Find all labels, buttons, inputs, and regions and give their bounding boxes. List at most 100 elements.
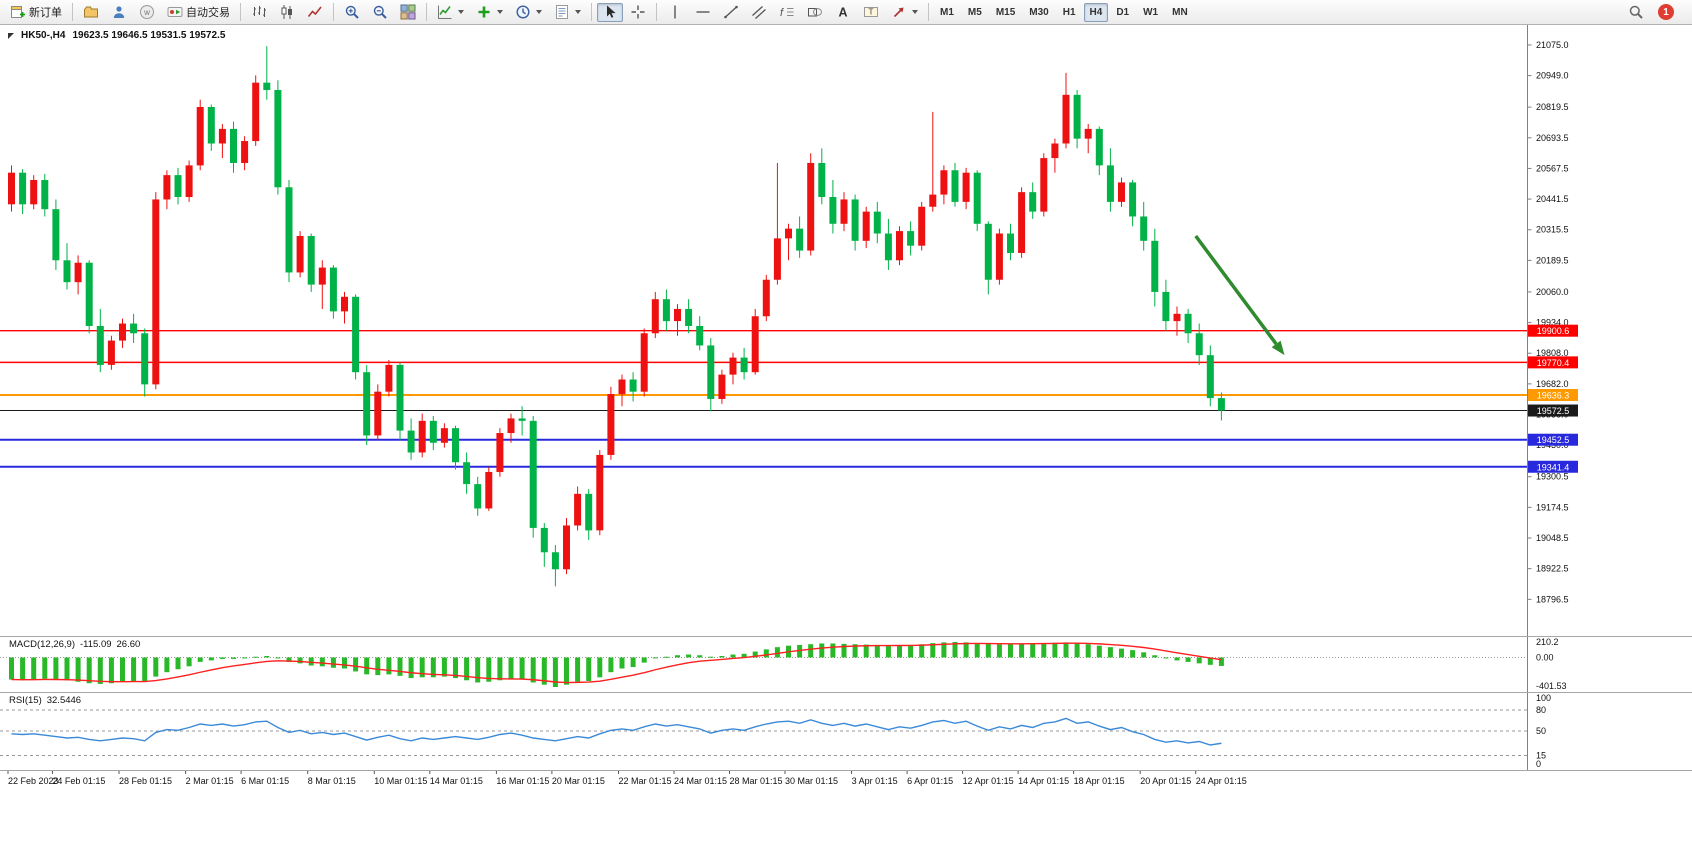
market-watch-icon [111, 4, 127, 20]
toolbar-separator [591, 3, 592, 21]
time-axis-label: 28 Mar 01:15 [730, 776, 783, 786]
price-axis-tick: 20189.5 [1536, 255, 1569, 265]
price-axis-tick: 20060.0 [1536, 287, 1569, 297]
channel-button[interactable] [746, 3, 772, 22]
time-axis-label: 2 Mar 01:15 [186, 776, 234, 786]
community-icon: w [139, 4, 155, 20]
time-axis-label: 16 Mar 01:15 [496, 776, 549, 786]
add-indicator-button[interactable] [471, 3, 508, 22]
new-order-button[interactable]: 新订单 [5, 3, 67, 22]
cursor-button[interactable] [597, 2, 623, 22]
panel-separator-time[interactable] [0, 770, 1692, 771]
line-chart-button[interactable] [302, 3, 328, 22]
svg-text:T: T [868, 7, 873, 17]
bar-chart-button[interactable] [246, 3, 272, 22]
trendline-button[interactable] [718, 3, 744, 22]
price-axis-tick: 19300.5 [1536, 472, 1569, 482]
periods-icon [515, 4, 531, 20]
timeframe-m5-label: M5 [967, 6, 982, 18]
trend-arrow-head[interactable] [1271, 340, 1285, 356]
add-indicator-button-caret[interactable] [497, 10, 503, 14]
quick-trade-arrow-icon[interactable] [8, 32, 14, 39]
svg-text:19770.4: 19770.4 [1537, 358, 1570, 368]
macd-value-signal: 26.60 [116, 639, 141, 650]
rsi-panel[interactable]: 100 80 50 150 [0, 693, 1692, 770]
candlestick-button[interactable] [274, 3, 300, 22]
time-axis-label: 14 Mar 01:15 [430, 776, 483, 786]
text-button[interactable]: A [830, 3, 856, 22]
price-axis-tick: 19808.0 [1536, 348, 1569, 358]
panel-separator-rsi[interactable] [0, 692, 1692, 693]
toolbar-separator [656, 3, 657, 21]
macd-value-main: -115.09 [80, 639, 112, 650]
svg-text:19341.4: 19341.4 [1537, 462, 1570, 472]
timeframe-m30-label: M30 [1029, 6, 1049, 18]
macd-axis-tick: 210.2 [1536, 637, 1559, 647]
price-axis-tick: 18922.5 [1536, 564, 1569, 574]
timeframe-w1-label: W1 [1143, 6, 1159, 18]
vertical-line-button[interactable] [662, 3, 688, 22]
periods-button[interactable] [510, 3, 547, 22]
timeframe-m15[interactable]: M15 [990, 3, 1021, 22]
shapes-icon [807, 4, 823, 20]
templates-button-caret[interactable] [575, 10, 581, 14]
auto-trading-button-label: 自动交易 [186, 7, 230, 19]
zoom-out-button[interactable] [367, 3, 393, 22]
arrows-button-caret[interactable] [912, 10, 918, 14]
main-chart[interactable]: 21075.0 20949.0 20819.5 20693.5 20567.5 20441… [0, 25, 1692, 636]
time-axis-label: 24 Apr 01:15 [1196, 776, 1247, 786]
timeframe-w1[interactable]: W1 [1137, 3, 1164, 22]
price-axis-tick: 20949.0 [1536, 71, 1569, 81]
timeframe-h1[interactable]: H1 [1057, 3, 1082, 22]
zoom-out-icon [372, 4, 388, 20]
fibonacci-button[interactable]: f [774, 3, 800, 22]
candlestick-icon [279, 4, 295, 20]
time-axis-label: 6 Mar 01:15 [241, 776, 289, 786]
indicators-button[interactable] [432, 3, 469, 22]
price-axis-tick: 19174.5 [1536, 502, 1569, 512]
time-axis-label: 28 Feb 01:15 [119, 776, 172, 786]
label-button[interactable]: T [858, 3, 884, 22]
notification-badge[interactable]: 1 [1658, 4, 1674, 20]
svg-text:w: w [143, 8, 150, 17]
macd-axis-tick: -401.53 [1536, 681, 1567, 691]
tile-windows-button[interactable] [395, 3, 421, 22]
timeframe-d1[interactable]: D1 [1110, 3, 1135, 22]
rsi-axis-tick: 100 [1536, 693, 1551, 703]
label-icon: T [863, 4, 879, 20]
periods-button-caret[interactable] [536, 10, 542, 14]
search-button[interactable] [1623, 3, 1649, 22]
toolbar: 新订单 w 自动交易 f A T M1 M5 M15 M30 H1 H4 D1 W1 MN 1 [0, 0, 1692, 25]
horizontal-line-button[interactable] [690, 3, 716, 22]
trend-arrow[interactable] [1194, 234, 1278, 345]
community-button[interactable]: w [134, 3, 160, 22]
chart-symbol-label: HK50-,H4 19623.5 19646.5 19531.5 19572.5 [8, 30, 225, 41]
market-watch-button[interactable] [106, 3, 132, 22]
templates-button[interactable] [549, 3, 586, 22]
crosshair-button[interactable] [625, 3, 651, 22]
auto-trading-button[interactable]: 自动交易 [162, 3, 235, 22]
timeframe-m1[interactable]: M1 [934, 3, 960, 22]
arrows-button[interactable] [886, 3, 923, 22]
timeframe-mn[interactable]: MN [1166, 3, 1194, 22]
timeframe-m30[interactable]: M30 [1023, 3, 1054, 22]
zoom-in-button[interactable] [339, 3, 365, 22]
chart-profiles-button[interactable] [78, 3, 104, 22]
toolbar-right: 1 [1622, 3, 1688, 22]
rsi-axis-tick: 80 [1536, 705, 1546, 715]
time-axis-label: 24 Feb 01:15 [52, 776, 105, 786]
indicators-button-caret[interactable] [458, 10, 464, 14]
timeframe-m5[interactable]: M5 [962, 3, 988, 22]
panel-separator-macd[interactable] [0, 636, 1692, 637]
bar-chart-icon [251, 4, 267, 20]
macd-panel[interactable]: 210.2 0.00 -401.53 [0, 637, 1692, 692]
ohlc-text: 19623.5 19646.5 19531.5 19572.5 [72, 30, 226, 41]
price-badge-19770.4: 19770.4 [1528, 356, 1578, 369]
shapes-button[interactable] [802, 3, 828, 22]
timeframe-h4[interactable]: H4 [1083, 2, 1109, 22]
auto-trading-icon [167, 4, 183, 20]
line-chart-icon [307, 4, 323, 20]
toolbar-separator [240, 3, 241, 21]
